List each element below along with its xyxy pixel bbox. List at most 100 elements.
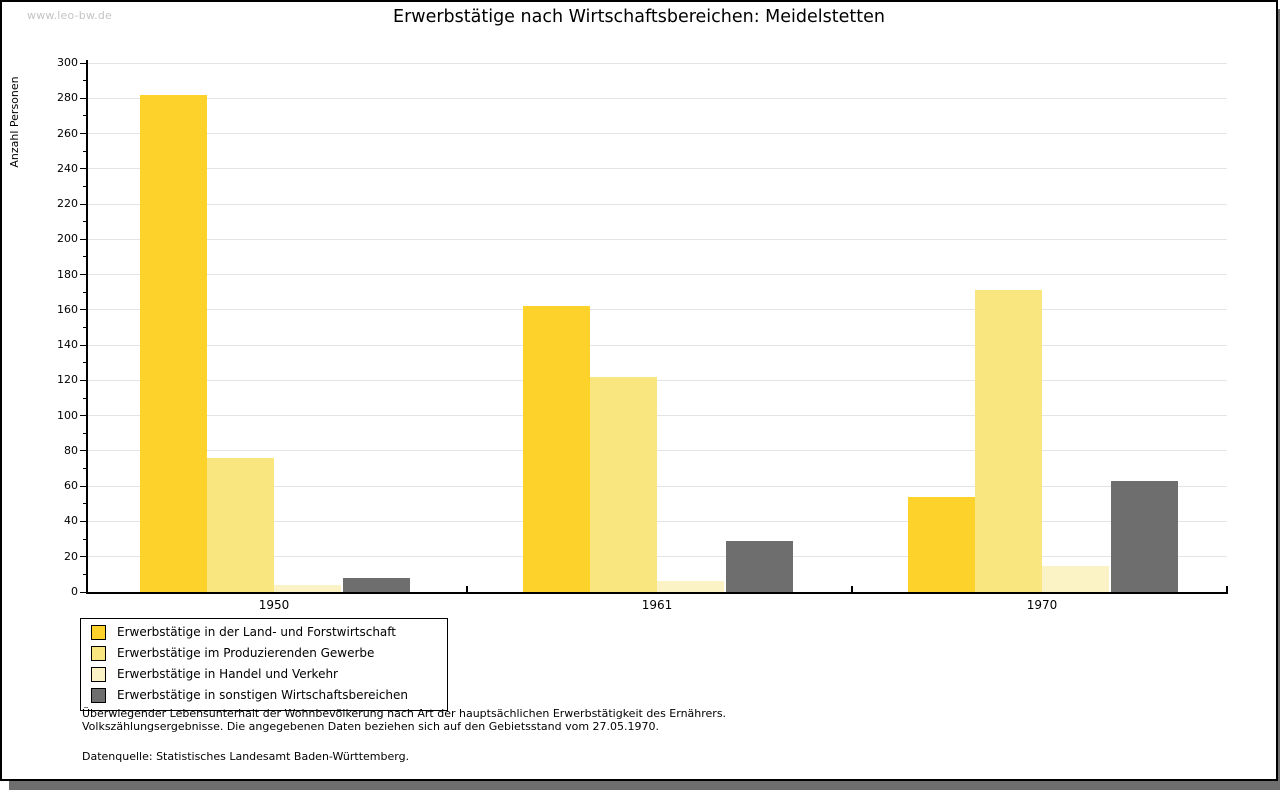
y-axis-minor-tick: [83, 327, 87, 328]
gridline: [87, 97, 1227, 99]
y-tick-label: 100: [57, 408, 78, 422]
bar: [657, 581, 724, 592]
y-axis-minor-tick: [83, 432, 87, 434]
y-axis-major-tick: [80, 133, 87, 135]
data-source: Datenquelle: Statistisches Landesamt Bad…: [82, 750, 410, 763]
y-tick-label: 220: [57, 197, 78, 211]
y-tick-label: 280: [57, 91, 78, 105]
y-tick-label: 260: [57, 126, 78, 140]
y-axis-major-tick: [80, 274, 87, 276]
y-axis-minor-tick: [83, 468, 87, 470]
x-axis-tick: [851, 586, 853, 592]
y-axis-major-tick: [80, 344, 87, 346]
y-axis-minor-tick: [83, 397, 87, 399]
y-tick-label: 160: [57, 302, 78, 316]
y-axis-minor-tick: [83, 573, 87, 575]
y-tick-label: 60: [64, 479, 78, 493]
legend-label: Erwerbstätige in sonstigen Wirtschaftsbe…: [117, 688, 409, 702]
gridline: [87, 309, 1227, 311]
gridline: [87, 344, 1227, 346]
legend-item: Erwerbstätige in sonstigen Wirtschaftsbe…: [91, 688, 437, 703]
y-tick-label: 120: [57, 373, 78, 387]
y-tick-label: 40: [64, 514, 78, 528]
y-axis-minor-tick: [83, 362, 87, 364]
y-tick-label: 200: [57, 232, 78, 246]
footnote-line-1: Überwiegender Lebensunterhalt der Wohnbe…: [82, 707, 727, 720]
y-axis-major-tick: [80, 168, 87, 170]
y-tick-label: 300: [57, 56, 78, 69]
legend-label: Erwerbstätige in Handel und Verkehr: [117, 667, 338, 681]
y-axis-minor-tick: [83, 256, 87, 258]
bar: [908, 496, 975, 592]
bar: [523, 306, 590, 592]
bar: [726, 540, 793, 592]
y-axis-major-tick: [80, 203, 87, 205]
y-axis-major-tick: [80, 485, 87, 487]
x-tick-label: 1961: [641, 598, 673, 612]
y-axis-minor-tick: [83, 221, 87, 223]
gridline: [87, 520, 1227, 522]
gridline: [87, 450, 1227, 452]
legend-label: Erwerbstätige in der Land- und Forstwirt…: [117, 625, 396, 639]
x-tick-label: 1950: [258, 598, 290, 612]
x-axis-line: [86, 592, 1228, 594]
y-axis-major-tick: [80, 62, 87, 64]
page-title: Erwerbstätige nach Wirtschaftsbereichen:…: [393, 7, 885, 27]
y-axis-major-tick: [80, 238, 87, 240]
plot-area: 1950 1961 1970 0 20 40 60 80 100 120 140 160 180 200 2…: [2, 2, 1276, 779]
gridline: [87, 556, 1227, 558]
legend-item: Erwerbstätige in der Land- und Forstwirt…: [91, 625, 437, 640]
x-axis-tick: [1226, 586, 1228, 592]
legend-item: Erwerbstätige im Produzierenden Gewerbe: [91, 646, 437, 661]
legend-swatch-produzierendes-gewerbe: [91, 646, 106, 661]
gridline: [87, 133, 1227, 135]
legend: Erwerbstätige in der Land- und Forstwirt…: [80, 618, 448, 711]
gridline: [87, 168, 1227, 170]
gridline: [87, 238, 1227, 240]
y-axis-major-tick: [80, 520, 87, 522]
gridline: [87, 379, 1227, 381]
gridline: [87, 203, 1227, 205]
watermark: www.leo-bw.de: [27, 9, 113, 22]
x-tick-label: 1970: [1026, 598, 1058, 612]
y-tick-label: 240: [57, 161, 78, 175]
y-axis-minor-tick: [83, 150, 87, 152]
legend-swatch-handel-verkehr: [91, 667, 106, 682]
y-axis-minor-tick: [83, 503, 87, 505]
gridline: [87, 274, 1227, 276]
legend-swatch-land-forstwirtschaft: [91, 625, 106, 640]
bar: [207, 457, 274, 592]
gridline: [87, 415, 1227, 417]
gridline: [87, 62, 1227, 64]
y-axis-major-tick: [80, 415, 87, 417]
y-axis-major-tick: [80, 450, 87, 452]
y-axis-minor-tick: [83, 80, 87, 82]
legend-item: Erwerbstätige in Handel und Verkehr: [91, 667, 437, 682]
bar: [590, 376, 657, 592]
y-tick-label: 180: [57, 267, 78, 281]
y-axis-minor-tick: [83, 291, 87, 293]
footnote-line-2: Volkszählungsergebnisse. Die angegebenen…: [82, 720, 660, 733]
bar: [140, 94, 207, 592]
gridline: [87, 485, 1227, 487]
legend-swatch-sonstige-wirtschaftsbereiche: [91, 688, 106, 703]
y-tick-label: 0: [71, 585, 78, 598]
bar: [975, 290, 1042, 592]
y-axis-major-tick: [80, 591, 87, 593]
x-axis-tick: [86, 586, 88, 592]
y-axis-major-tick: [80, 379, 87, 381]
y-axis-line: [86, 60, 88, 592]
y-tick-label: 140: [57, 338, 78, 352]
x-axis-tick: [466, 586, 468, 592]
y-axis-major-tick: [80, 556, 87, 558]
y-axis-minor-tick: [83, 538, 87, 540]
y-axis-major-tick: [80, 97, 87, 99]
y-tick-label: 80: [64, 443, 78, 457]
bar: [1042, 565, 1109, 592]
bar: [1111, 480, 1178, 592]
bar: [274, 584, 341, 592]
y-axis-minor-tick: [83, 115, 87, 117]
y-axis-minor-tick: [83, 185, 87, 187]
y-axis-major-tick: [80, 309, 87, 311]
